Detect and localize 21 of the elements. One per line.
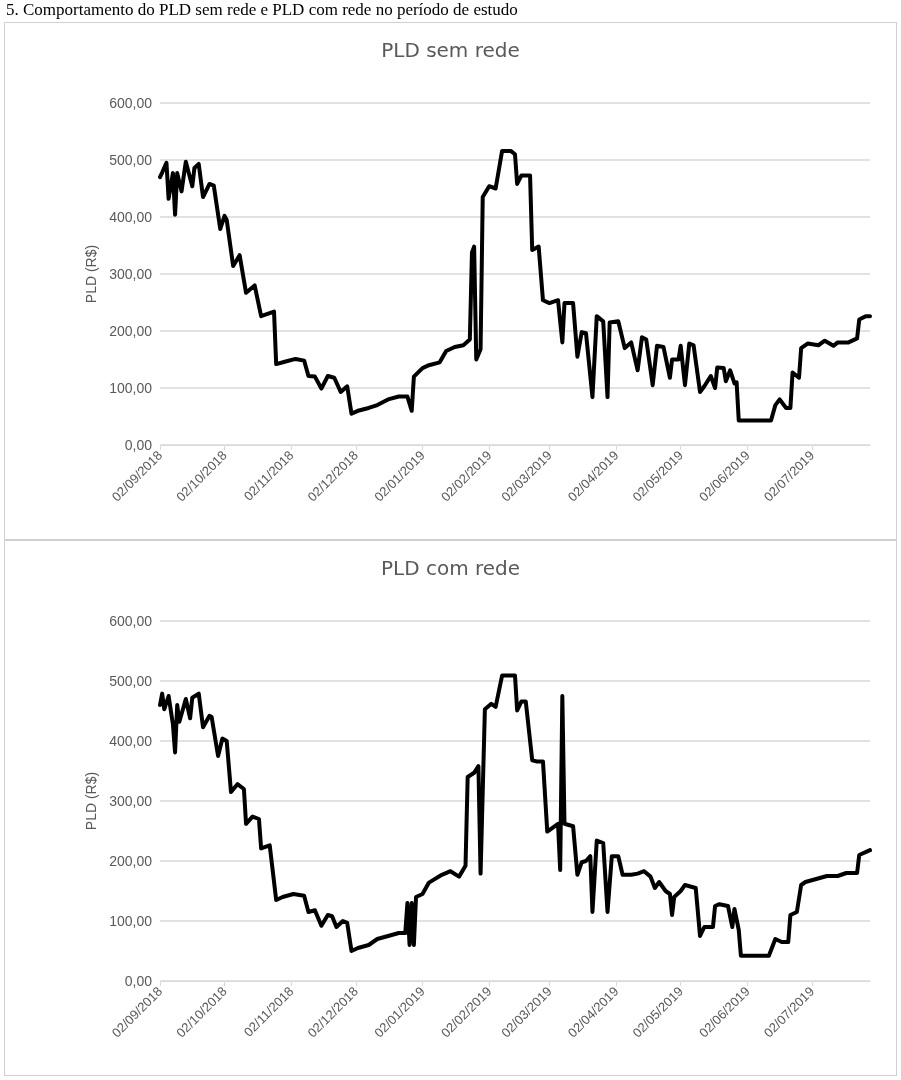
- y-tick-label: 500,00: [109, 673, 153, 689]
- chart-title: PLD sem rede: [381, 38, 520, 62]
- y-tick-label: 300,00: [109, 266, 153, 282]
- line-series: [158, 673, 872, 958]
- y-tick-label: 100,00: [109, 913, 153, 929]
- y-tick-label: 300,00: [109, 793, 153, 809]
- chart-title: PLD com rede: [380, 556, 521, 580]
- y-tick-label: 200,00: [109, 853, 153, 869]
- y-tick-label: 0,00: [124, 437, 153, 453]
- y-tick-label: 500,00: [109, 152, 153, 168]
- y-tick-label: 400,00: [109, 733, 153, 749]
- y-tick-label: 0,00: [124, 973, 153, 989]
- y-tick-label: 400,00: [109, 209, 153, 225]
- line-series: [158, 148, 872, 423]
- y-axis-title: PLD (R$): [83, 771, 99, 831]
- y-tick-label: 600,00: [109, 613, 153, 629]
- y-tick-label: 600,00: [109, 95, 153, 111]
- text: 5. Comportamento do PLD sem rede e PLD com rede no período de estudo: [5, 0, 519, 20]
- y-tick-label: 200,00: [109, 323, 153, 339]
- y-axis-title: PLD (R$): [83, 244, 99, 304]
- y-tick-label: 100,00: [109, 380, 153, 396]
